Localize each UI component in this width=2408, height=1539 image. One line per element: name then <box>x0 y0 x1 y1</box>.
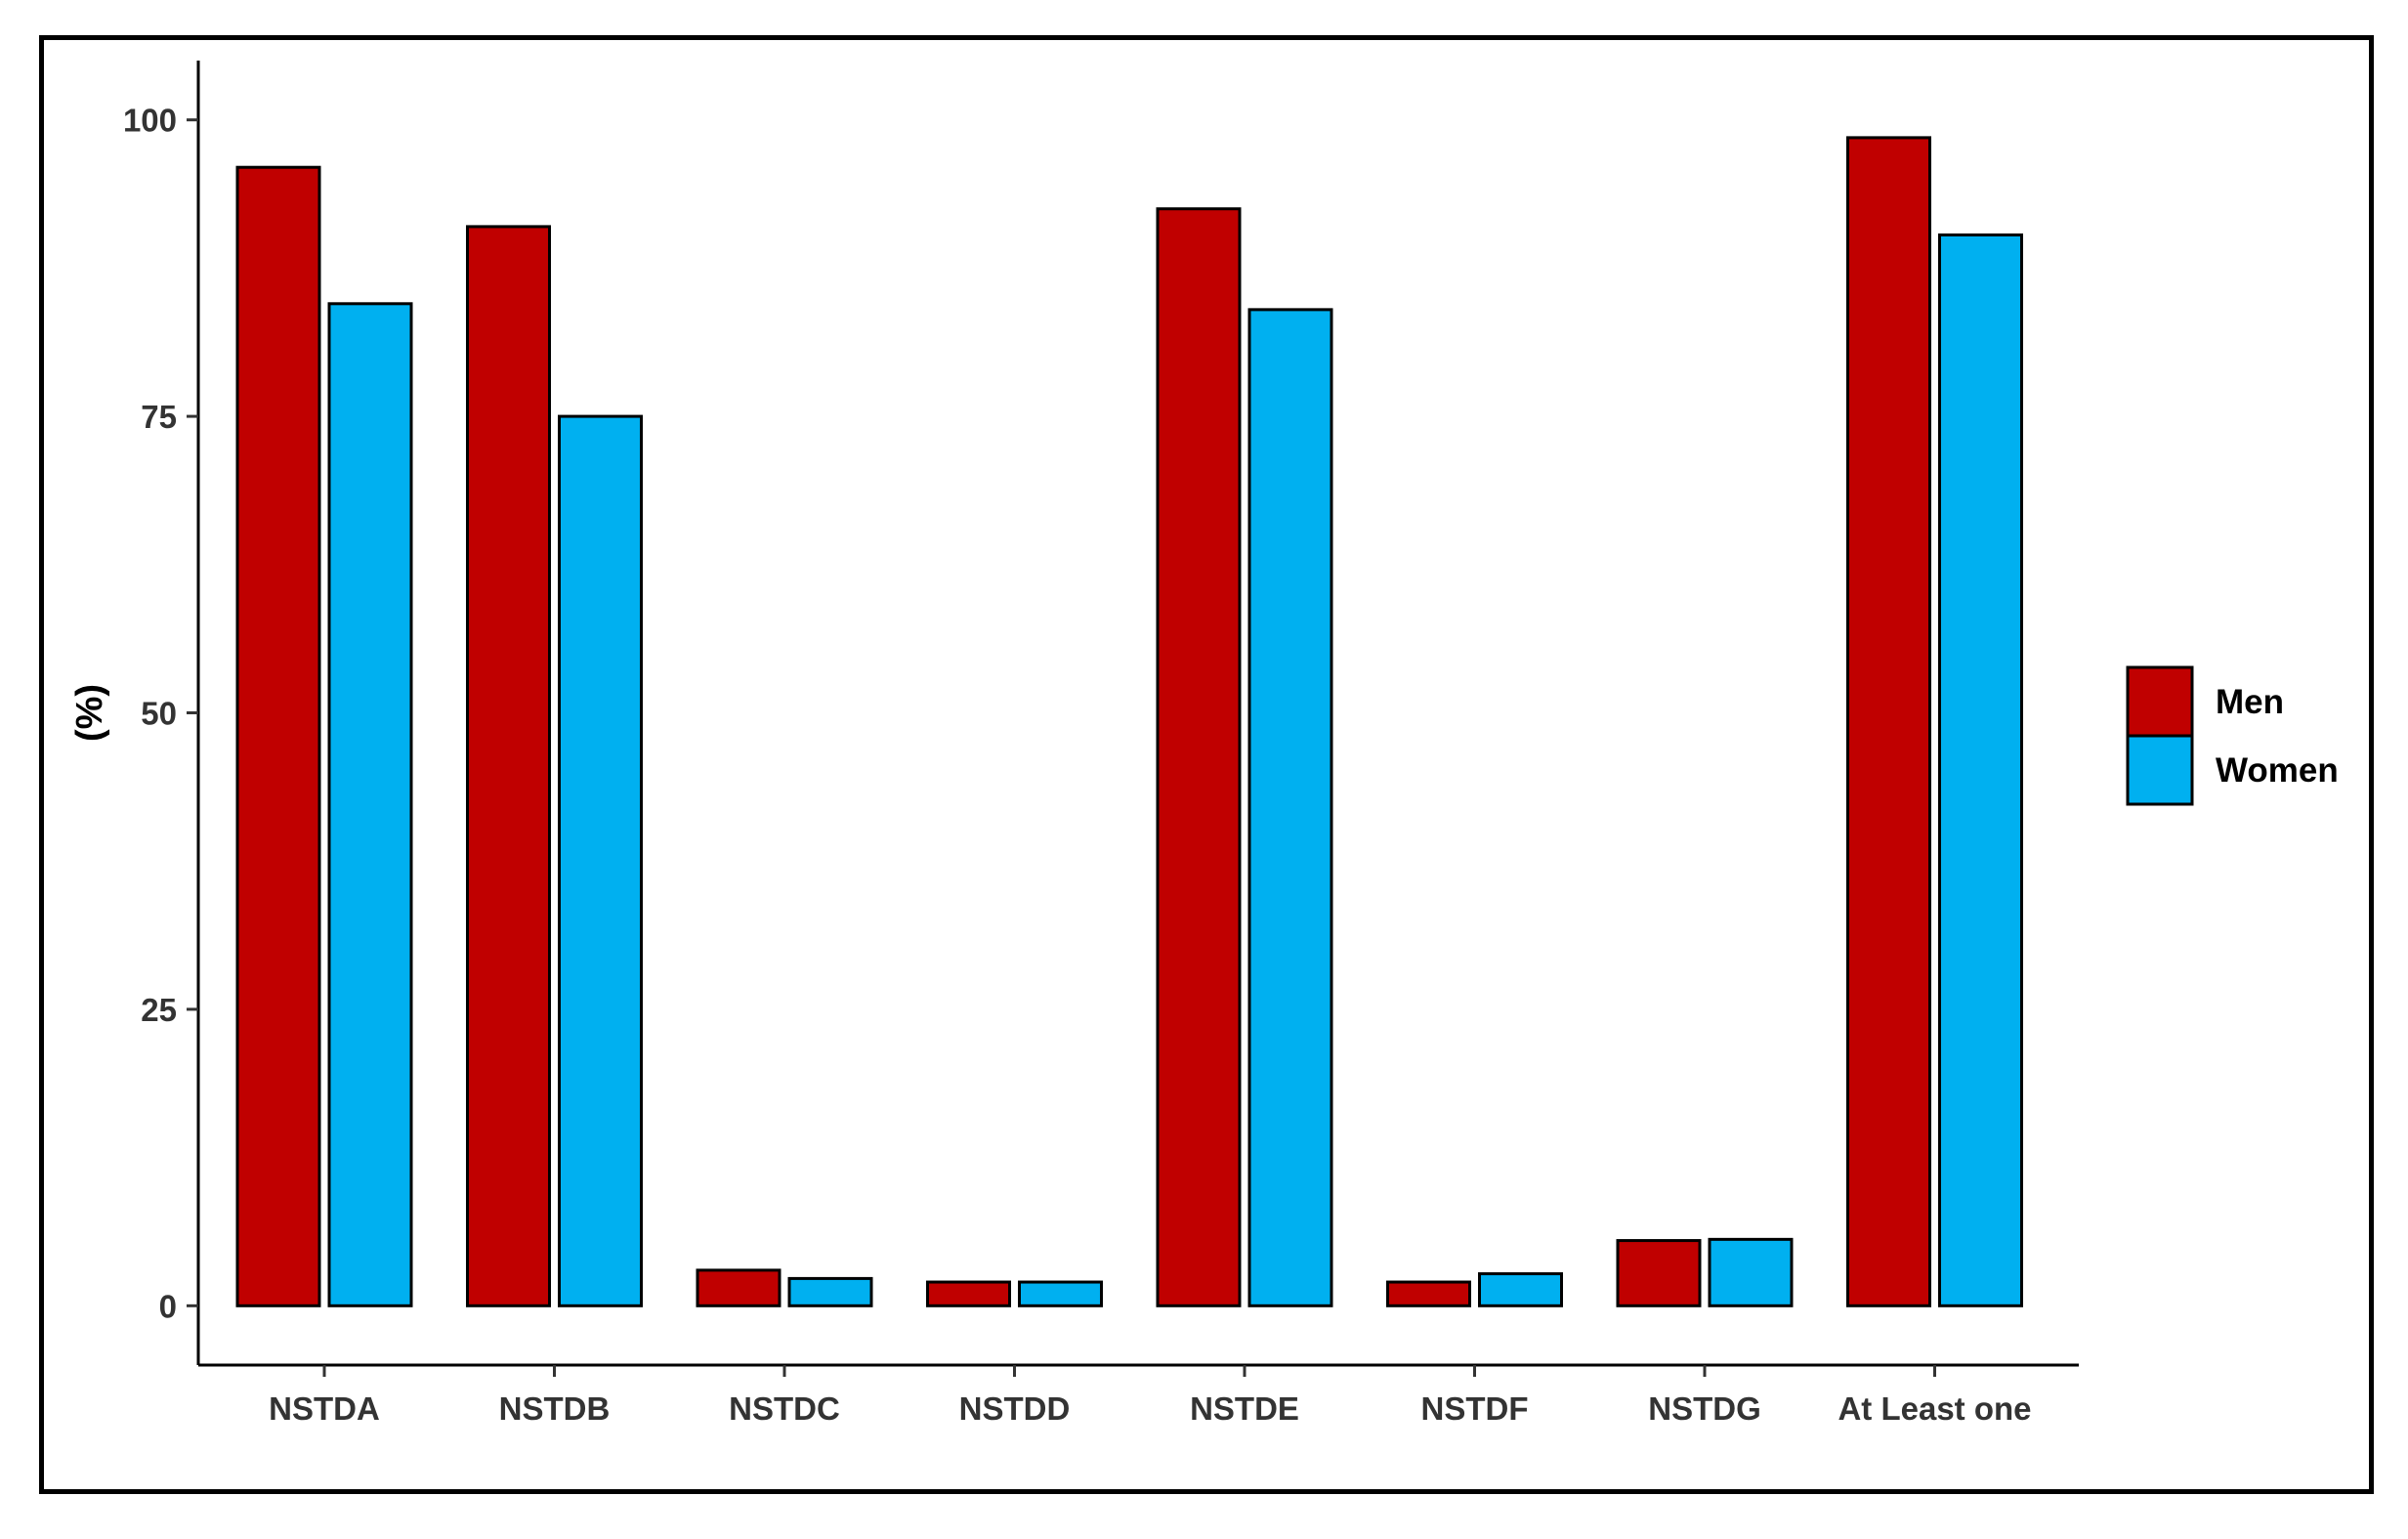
x-tick-label: NSTDC <box>729 1390 840 1427</box>
x-tick-label: NSTDD <box>959 1390 1071 1427</box>
legend-swatch-women <box>2126 734 2194 806</box>
bar-men-8 <box>1846 136 1931 1307</box>
bar-men-7 <box>1616 1239 1702 1307</box>
bars <box>235 136 2023 1307</box>
y-tick-label: 50 <box>141 696 177 732</box>
y-tick-label: 100 <box>123 103 177 139</box>
y-tick-label: 75 <box>141 399 177 435</box>
bar-men-2 <box>466 225 551 1307</box>
y-tick-label: 0 <box>159 1288 177 1324</box>
x-axis-ticks: NSTDA NSTDB NSTDC NSTDD NSTDE NSTDF NSTDG At Le… <box>269 1365 2032 1427</box>
x-tick-label: NSTDB <box>499 1390 611 1427</box>
bar-women-6 <box>1478 1272 1563 1307</box>
bar-women-8 <box>1938 233 2023 1307</box>
y-axis-title: (%) <box>69 684 110 742</box>
x-tick-label: NSTDE <box>1190 1390 1299 1427</box>
bar-women-1 <box>327 302 413 1307</box>
bar-men-5 <box>1156 207 1242 1307</box>
x-tick-label: NSTDA <box>269 1390 380 1427</box>
bar-women-7 <box>1708 1237 1794 1307</box>
x-tick-label: At Least one <box>1838 1390 2031 1427</box>
bar-women-3 <box>787 1276 873 1307</box>
bar-men-4 <box>926 1280 1011 1307</box>
x-tick-label: NSTDG <box>1648 1390 1761 1427</box>
y-axis-ticks: 0 25 50 75 100 <box>123 103 198 1324</box>
legend-label-women: Women <box>2216 751 2339 790</box>
legend-swatch-men <box>2126 665 2194 738</box>
legend: Men Women <box>2126 665 2339 806</box>
bar-women-5 <box>1247 308 1333 1307</box>
bar-women-2 <box>558 414 643 1307</box>
bar-men-3 <box>696 1268 782 1307</box>
bar-women-4 <box>1018 1280 1103 1307</box>
x-tick-label: NSTDF <box>1421 1390 1529 1427</box>
bar-men-6 <box>1386 1280 1471 1307</box>
y-tick-label: 25 <box>141 992 177 1028</box>
legend-label-men: Men <box>2216 683 2284 721</box>
bar-men-1 <box>235 165 321 1307</box>
